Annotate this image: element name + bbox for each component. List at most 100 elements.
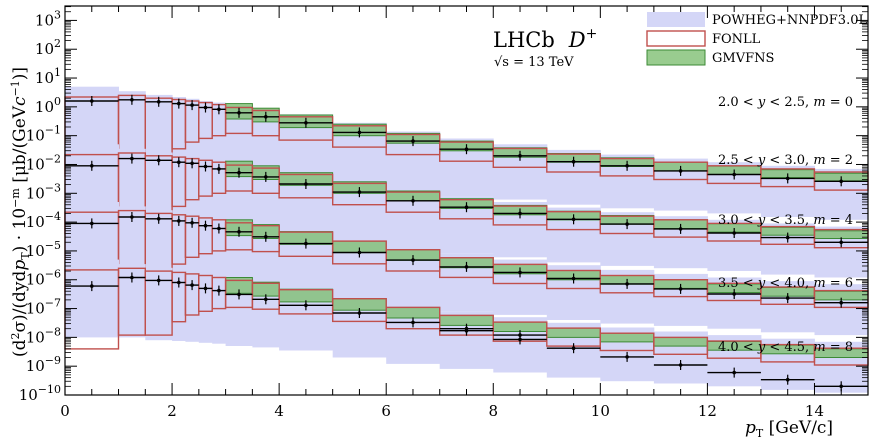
y-tick-label: 10−10: [19, 383, 61, 404]
x-tick-label: 0: [60, 402, 70, 420]
range-label: 4.0 < y < 4.5, m = 8: [718, 340, 853, 355]
y-axis-title: (d2σ)/(dydpT) · 10−m [μb/(GeVc−1)]: [9, 67, 32, 357]
data-point: [90, 284, 94, 288]
gmvfns-box: [546, 327, 601, 338]
data-point: [217, 167, 221, 171]
data-point: [156, 158, 161, 163]
data-point: [203, 164, 208, 169]
y-tick-label: 100: [35, 95, 61, 116]
x-tick-label: 14: [805, 402, 824, 420]
data-point: [518, 154, 522, 158]
y-ticks: 103 102 101 100 10−1 10−2 10−3 10−4 10−5 10−6 10−7…: [19, 6, 868, 404]
data-point: [678, 227, 683, 231]
data-point: [130, 275, 134, 280]
data-point: [190, 161, 194, 166]
data-point: [217, 226, 221, 231]
powheg-band-bin: [212, 275, 227, 344]
data-point: [464, 205, 469, 209]
data-point: [518, 211, 522, 216]
data-point: [90, 164, 94, 168]
data-point: [518, 270, 522, 275]
data-point: [130, 156, 134, 161]
data-point: [130, 98, 134, 102]
data-point: [625, 222, 629, 226]
data-point: [411, 258, 415, 262]
x-axis-title: pT [GeV/c]: [745, 418, 833, 440]
powheg-band-bin: [185, 98, 200, 169]
rapidity-range-labels: 2.0 < y < 2.5, m = 0 2.5 < y < 3.0, m = 2…: [718, 95, 853, 355]
data-point: [190, 283, 194, 287]
data-point: [203, 223, 208, 228]
data-points: [65, 94, 868, 392]
data-point: [732, 370, 736, 375]
data-point: [90, 99, 94, 103]
gmvfns-box: [599, 332, 655, 343]
y-tick-label: 10−4: [26, 210, 61, 231]
data-point: [411, 139, 415, 143]
data-point: [732, 231, 736, 235]
data-point: [203, 286, 208, 291]
y-tick-label: 10−8: [26, 325, 61, 346]
x-tick-label: 2: [167, 402, 177, 420]
data-point: [217, 107, 221, 112]
data-point: [464, 265, 469, 269]
y-tick-label: 102: [35, 37, 61, 58]
powheg-band-bin: [185, 156, 200, 227]
data-point: [177, 219, 181, 223]
range-label: 3.0 < y < 3.5, m = 4: [718, 213, 853, 228]
data-point: [264, 115, 268, 119]
powheg-band-bin: [172, 154, 186, 226]
data-point: [156, 100, 161, 104]
x-tick-label: 4: [274, 402, 284, 420]
data-point: [237, 111, 241, 115]
y-tick-label: 10−2: [26, 152, 61, 173]
data-point: [264, 297, 268, 302]
data-point: [839, 300, 843, 305]
powheg-band-bin: [198, 101, 213, 170]
legend-label: GMVFNS: [712, 51, 774, 66]
data-point: [678, 363, 683, 367]
data-point: [264, 175, 268, 179]
data-point: [304, 241, 308, 246]
data-point: [411, 320, 415, 325]
data-point: [571, 276, 576, 281]
powheg-band-bin: [198, 216, 213, 286]
legend: POWHEG+NNPDF3.0L FONLL GMVFNS: [646, 12, 867, 66]
data-point: [571, 217, 576, 222]
data-point: [237, 292, 241, 297]
legend-swatch-gmvfns: [646, 49, 706, 66]
data-point: [304, 121, 308, 125]
powheg-band-bin: [185, 271, 200, 342]
gmvfns-box: [492, 321, 548, 333]
y-tick-label: 10−6: [26, 268, 61, 289]
legend-label: FONLL: [712, 32, 761, 47]
powheg-band-bin: [172, 269, 186, 341]
data-point: [571, 159, 576, 164]
data-point: [785, 296, 790, 300]
y-tick-label: 10−9: [26, 354, 61, 375]
data-point: [625, 164, 629, 168]
data-point: [839, 240, 843, 245]
data-point: [357, 130, 362, 135]
legend-label: POWHEG+NNPDF3.0L: [712, 13, 867, 28]
range-label: 2.5 < y < 3.0, m = 2: [718, 153, 853, 168]
data-point: [839, 179, 843, 184]
data-point: [464, 326, 469, 331]
x-tick-label: 8: [488, 402, 498, 420]
data-point: [90, 221, 94, 226]
data-point: [678, 169, 683, 173]
data-point: [785, 176, 790, 181]
data-point: [156, 217, 161, 221]
range-label: 3.5 < y < 4.0, m = 6: [718, 276, 853, 291]
gmvfns-box: [385, 306, 441, 319]
powheg-band-bin: [172, 97, 186, 169]
data-point: [237, 170, 241, 175]
data-point: [839, 384, 843, 389]
data-point: [203, 105, 208, 110]
data-point: [177, 280, 181, 285]
x-tick-label: 12: [698, 402, 717, 420]
data-point: [411, 199, 415, 203]
x-ticks: 0 2 4 6 8 10 12 14: [60, 6, 869, 420]
data-point: [732, 172, 736, 177]
data-point: [177, 101, 181, 106]
